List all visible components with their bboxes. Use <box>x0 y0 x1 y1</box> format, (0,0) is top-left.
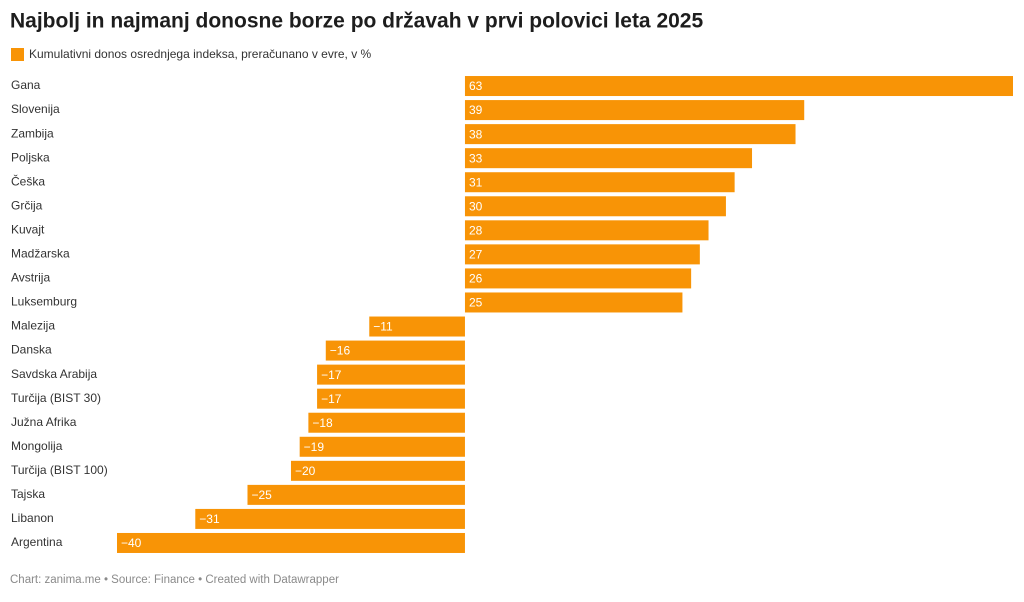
category-label: Luksemburg <box>11 295 77 309</box>
value-label: −11 <box>373 320 393 334</box>
value-label: −17 <box>321 392 342 406</box>
value-label: 63 <box>469 79 483 93</box>
legend-swatch <box>11 48 24 61</box>
value-label: −16 <box>330 344 351 358</box>
bar <box>317 364 465 385</box>
category-label: Južna Afrika <box>11 415 77 429</box>
category-label: Tajska <box>11 487 45 501</box>
bar <box>247 484 465 505</box>
bar <box>195 508 465 529</box>
category-label: Danska <box>11 343 52 357</box>
category-label: Grčija <box>11 198 43 212</box>
bar <box>464 76 1013 97</box>
category-label: Argentina <box>11 535 63 549</box>
value-label: 25 <box>469 296 483 310</box>
legend-label: Kumulativni donos osrednjega indeksa, pr… <box>29 47 372 61</box>
category-label: Madžarska <box>11 247 70 261</box>
value-label: 33 <box>469 151 483 165</box>
value-label: 28 <box>469 223 483 237</box>
bar <box>464 172 735 193</box>
category-label: Mongolija <box>11 439 63 453</box>
bar <box>290 460 465 481</box>
value-label: −31 <box>199 512 220 526</box>
chart-title: Najbolj in najmanj donosne borze po drža… <box>10 10 703 33</box>
value-label: 27 <box>469 248 483 262</box>
category-label: Turčija (BIST 30) <box>11 391 101 405</box>
value-label: 30 <box>469 199 483 213</box>
category-label: Češka <box>11 173 45 188</box>
bar <box>464 124 796 145</box>
category-label: Avstrija <box>11 271 50 285</box>
bar <box>308 412 465 433</box>
bar <box>317 388 465 409</box>
category-label: Libanon <box>11 511 54 525</box>
category-label: Zambija <box>11 126 54 140</box>
bar <box>464 148 753 169</box>
value-label: 26 <box>469 272 483 286</box>
category-label: Savdska Arabija <box>11 367 97 381</box>
value-label: 39 <box>469 103 483 117</box>
value-label: −25 <box>251 488 272 502</box>
value-label: −40 <box>121 536 142 550</box>
bar <box>464 100 805 121</box>
category-label: Kuvajt <box>11 222 45 236</box>
footer: Chart: zanima.me • Source: Finance • Cre… <box>10 574 339 586</box>
bar <box>464 244 700 265</box>
bar <box>369 316 465 337</box>
category-label: Poljska <box>11 150 50 164</box>
category-label: Turčija (BIST 100) <box>11 463 108 477</box>
category-label: Slovenija <box>11 102 60 116</box>
bar <box>464 268 692 289</box>
value-label: 31 <box>469 175 483 189</box>
bar <box>299 436 465 457</box>
bar <box>464 196 726 217</box>
bar <box>325 340 465 361</box>
category-label: Malezija <box>11 319 55 333</box>
value-label: −18 <box>312 416 333 430</box>
value-label: 38 <box>469 127 483 141</box>
value-label: −19 <box>304 440 325 454</box>
value-label: −17 <box>321 368 342 382</box>
value-label: −20 <box>295 464 316 478</box>
bar <box>464 292 683 313</box>
bar <box>464 220 709 241</box>
bar <box>117 532 465 553</box>
category-label: Gana <box>11 78 41 92</box>
